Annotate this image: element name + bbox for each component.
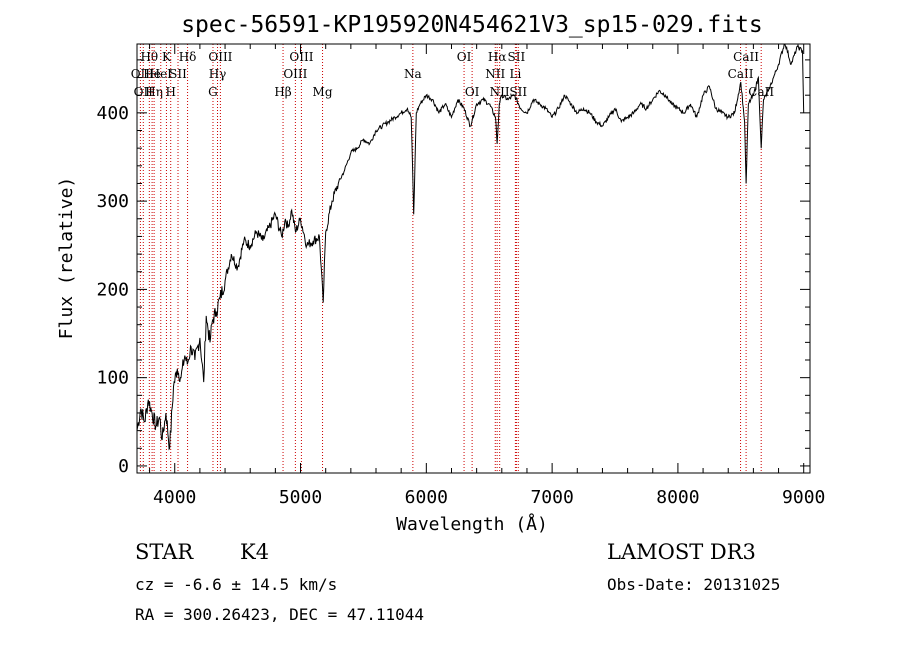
line-marker-label: CaII (733, 50, 759, 64)
redshift-text: cz = -6.6 ± 14.5 km/s (135, 575, 337, 594)
coordinates-text: RA = 300.26423, DEC = 47.11044 (135, 605, 424, 624)
x-tick-label: 8000 (656, 487, 699, 508)
line-marker-label: Hη (145, 85, 163, 99)
x-tick-label: 4000 (153, 487, 196, 508)
line-marker-label: NII (490, 85, 510, 99)
line-marker-label: G (208, 85, 218, 99)
line-marker-label: SII (508, 50, 526, 64)
line-marker-label: Mg (313, 85, 333, 99)
y-tick-label: 100 (96, 368, 129, 389)
line-marker-label: OI (465, 85, 480, 99)
line-marker-label: OIII (283, 67, 307, 81)
line-marker-label: CaII (728, 67, 754, 81)
y-axis-label: Flux (relative) (56, 177, 77, 340)
plot-frame (136, 43, 811, 474)
survey-name: LAMOST DR3 (607, 540, 756, 564)
x-axis-label: Wavelength (Å) (396, 513, 548, 535)
x-tick-label: 7000 (530, 487, 573, 508)
x-tick-label: 9000 (782, 487, 825, 508)
line-marker-label: OI (457, 50, 472, 64)
y-tick-label: 200 (96, 279, 129, 300)
line-marker-label: Hα (488, 50, 507, 64)
line-marker-label: Na (404, 67, 422, 81)
x-tick-label: 6000 (405, 487, 448, 508)
line-marker-label: K (162, 50, 172, 64)
line-marker-label: Hγ (209, 67, 227, 81)
line-marker-label: Hθ (140, 50, 158, 64)
spectrum-series (136, 43, 805, 451)
line-marker-label: SII (509, 85, 527, 99)
line-marker-label: Hβ (274, 85, 291, 99)
chart-title: spec-56591-KP195920N454621V3_sp15-029.fi… (181, 12, 763, 38)
line-marker-label: NII (485, 67, 505, 81)
line-marker-label: OIII (208, 50, 232, 64)
object-class: STAR (135, 540, 194, 564)
y-tick-label: 0 (118, 456, 129, 477)
line-marker-label: Li (509, 67, 521, 81)
y-tick-label: 300 (96, 191, 129, 212)
line-marker-label: H (165, 85, 175, 99)
object-subclass: K4 (240, 540, 269, 564)
spectrum-line (136, 43, 805, 451)
line-marker-label: OII (131, 67, 151, 81)
line-marker-label: OIII (289, 50, 313, 64)
obs-date-text: Obs-Date: 20131025 (607, 575, 780, 594)
line-marker-label: Hδ (179, 50, 197, 64)
line-marker-label: SII (169, 67, 187, 81)
axis-ticks: 4000 5000 6000 7000 8000 9000 0 100 200 300 400 (96, 44, 825, 508)
y-tick-label: 400 (96, 103, 129, 124)
line-marker-label: He (143, 67, 161, 81)
emission-line-markers: OIIOIIHθHeHηHeIKHSIIHδGHγOIIIHβOIIIOIIIM… (131, 44, 774, 473)
x-tick-label: 5000 (279, 487, 322, 508)
